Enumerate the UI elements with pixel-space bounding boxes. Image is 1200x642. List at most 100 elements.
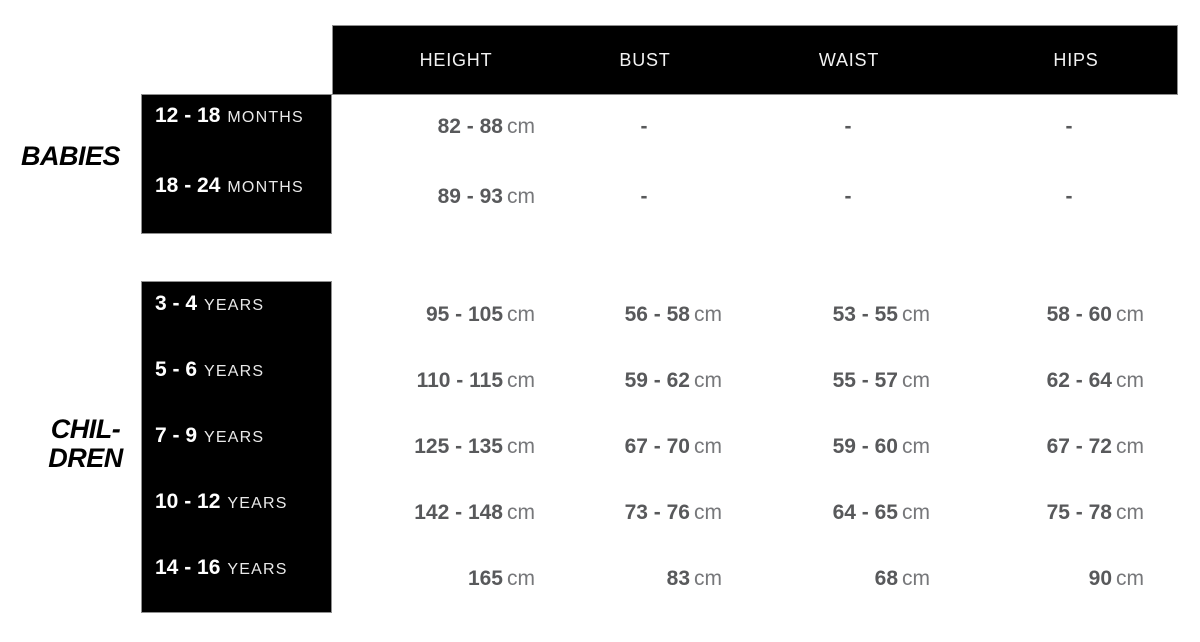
height-cell: 95 - 105 cm xyxy=(332,302,535,328)
hips-cell: 58 - 60 cm xyxy=(940,302,1144,328)
height-cell: 125 - 135 cm xyxy=(332,434,535,460)
value: 62 - 64 xyxy=(1046,369,1112,392)
value: 142 - 148 xyxy=(414,501,503,524)
section-label-children: CHIL- DREN xyxy=(10,415,161,473)
bust-cell: 73 - 76 cm xyxy=(545,500,722,526)
column-header-height: HEIGHT xyxy=(419,49,493,70)
value: 64 - 65 xyxy=(832,501,898,524)
children-age-box xyxy=(141,281,332,613)
age-unit: YEARS xyxy=(204,363,265,380)
unit: cm xyxy=(507,185,535,208)
column-header-bust: BUST xyxy=(619,49,671,70)
unit: cm xyxy=(1116,435,1144,458)
age-range: 14 - 16 xyxy=(155,556,221,579)
unit: cm xyxy=(902,501,930,524)
age-range: 12 - 18 xyxy=(155,104,221,127)
bust-cell: 59 - 62 cm xyxy=(545,368,722,394)
hips-cell: 67 - 72 cm xyxy=(940,434,1144,460)
section-label-babies: BABIES xyxy=(20,141,121,171)
value: 89 - 93 xyxy=(437,185,503,208)
unit: cm xyxy=(694,435,722,458)
value: 67 - 72 xyxy=(1046,435,1112,458)
age-range: 18 - 24 xyxy=(155,174,221,197)
bust-cell: 83 cm xyxy=(545,566,722,592)
hips-cell: - xyxy=(940,184,1198,210)
unit: cm xyxy=(902,435,930,458)
value: 56 - 58 xyxy=(624,303,690,326)
hips-cell: - xyxy=(940,114,1198,140)
height-cell: 89 - 93 cm xyxy=(332,184,535,210)
babies-age-box xyxy=(141,94,332,234)
value: 82 - 88 xyxy=(437,115,503,138)
value: 67 - 70 xyxy=(624,435,690,458)
value: 59 - 62 xyxy=(624,369,690,392)
age-row-children-14-16: 14 - 16 YEARS xyxy=(155,556,288,582)
age-row-children-3-4: 3 - 4 YEARS xyxy=(155,292,264,318)
table-header-bar: HEIGHT BUST WAIST HIPS xyxy=(332,25,1178,95)
value: 90 xyxy=(1088,567,1112,590)
unit: cm xyxy=(507,369,535,392)
measurement-row: 165 cm 83 cm 68 cm 90 cm xyxy=(0,566,1200,592)
hips-cell: 90 cm xyxy=(940,566,1144,592)
value: 125 - 135 xyxy=(414,435,503,458)
age-row-children-5-6: 5 - 6 YEARS xyxy=(155,358,264,384)
value: 68 xyxy=(874,567,898,590)
waist-cell: 53 - 55 cm xyxy=(732,302,930,328)
value: - xyxy=(844,185,852,208)
age-row-children-10-12: 10 - 12 YEARS xyxy=(155,490,288,516)
age-unit: YEARS xyxy=(204,429,265,446)
unit: cm xyxy=(1116,303,1144,326)
value: - xyxy=(844,115,852,138)
age-range: 5 - 6 xyxy=(155,358,198,381)
age-range: 3 - 4 xyxy=(155,292,198,315)
value: 83 xyxy=(666,567,690,590)
waist-cell: 68 cm xyxy=(732,566,930,592)
age-unit: MONTHS xyxy=(227,109,304,126)
column-header-hips: HIPS xyxy=(1053,49,1099,70)
value: 95 - 105 xyxy=(425,303,503,326)
value: - xyxy=(640,185,648,208)
measurement-row: 95 - 105 cm 56 - 58 cm 53 - 55 cm 58 - 60 cm xyxy=(0,302,1200,328)
bust-cell: 67 - 70 cm xyxy=(545,434,722,460)
label-line: DREN xyxy=(48,443,123,473)
waist-cell: - xyxy=(732,184,964,210)
age-unit: YEARS xyxy=(204,297,265,314)
age-unit: YEARS xyxy=(227,495,288,512)
age-range: 10 - 12 xyxy=(155,490,221,513)
waist-cell: 64 - 65 cm xyxy=(732,500,930,526)
age-unit: MONTHS xyxy=(227,179,304,196)
age-unit: YEARS xyxy=(227,561,288,578)
value: - xyxy=(640,115,648,138)
unit: cm xyxy=(902,303,930,326)
measurement-row: 110 - 115 cm 59 - 62 cm 55 - 57 cm 62 - 64 c… xyxy=(0,368,1200,394)
unit: cm xyxy=(902,567,930,590)
unit: cm xyxy=(1116,567,1144,590)
measurement-row: 82 - 88 cm - - - xyxy=(0,114,1200,140)
hips-cell: 62 - 64 cm xyxy=(940,368,1144,394)
waist-cell: 55 - 57 cm xyxy=(732,368,930,394)
age-row-babies-12-18: 12 - 18 MONTHS xyxy=(155,104,304,130)
unit: cm xyxy=(902,369,930,392)
unit: cm xyxy=(507,115,535,138)
value: 75 - 78 xyxy=(1046,501,1112,524)
height-cell: 82 - 88 cm xyxy=(332,114,535,140)
unit: cm xyxy=(694,567,722,590)
height-cell: 142 - 148 cm xyxy=(332,500,535,526)
value: - xyxy=(1065,115,1073,138)
unit: cm xyxy=(507,303,535,326)
bust-cell: - xyxy=(545,184,743,210)
value: 59 - 60 xyxy=(832,435,898,458)
value: 110 - 115 xyxy=(416,369,503,392)
value: - xyxy=(1065,185,1073,208)
value: 58 - 60 xyxy=(1046,303,1112,326)
label-line: CHIL- xyxy=(50,414,121,444)
value: 53 - 55 xyxy=(832,303,898,326)
waist-cell: - xyxy=(732,114,964,140)
height-cell: 165 cm xyxy=(332,566,535,592)
unit: cm xyxy=(1116,369,1144,392)
height-cell: 110 - 115 cm xyxy=(332,368,535,394)
measurement-row: 125 - 135 cm 67 - 70 cm 59 - 60 cm 67 - 72 c… xyxy=(0,434,1200,460)
column-header-waist: WAIST xyxy=(818,49,880,70)
value: 55 - 57 xyxy=(832,369,898,392)
